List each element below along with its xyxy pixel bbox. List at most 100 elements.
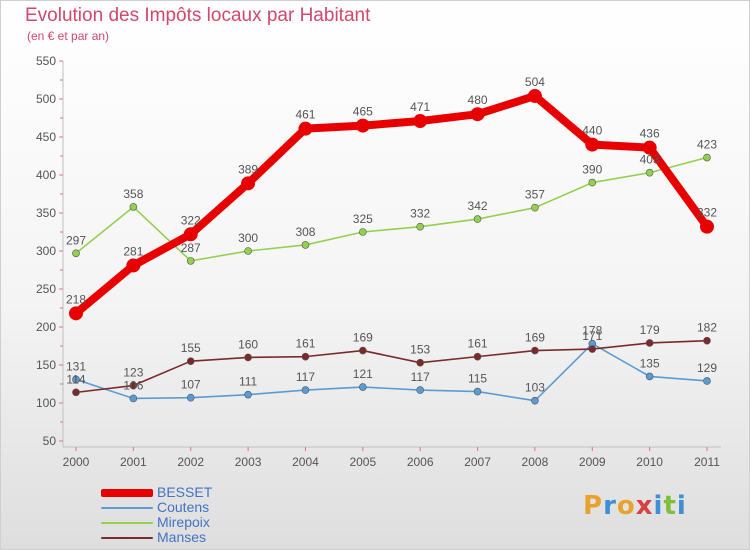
y-tick-label: 250 xyxy=(36,282,56,296)
data-point-mirepoix xyxy=(531,203,539,212)
data-point-besset xyxy=(585,137,600,152)
data-label-manses: 161 xyxy=(295,337,315,351)
data-label-mirepoix: 423 xyxy=(697,138,717,152)
logo-letter: i xyxy=(676,491,687,521)
x-tick-label: 2005 xyxy=(349,455,376,469)
data-point-mirepoix xyxy=(359,228,367,236)
data-point-manses xyxy=(703,336,711,345)
data-point-manses xyxy=(72,388,80,397)
data-label-manses: 182 xyxy=(697,321,717,335)
data-label-coutens: 117 xyxy=(411,370,430,384)
x-tick-label: 2007 xyxy=(464,455,491,469)
data-label-coutens: 135 xyxy=(640,356,660,370)
data-label-mirepoix: 297 xyxy=(66,233,86,247)
data-label-mirepoix: 287 xyxy=(181,241,201,255)
data-label-manses: 169 xyxy=(525,331,545,345)
chart-legend: BESSET Coutens Mirepoix Manses xyxy=(101,484,301,545)
data-label-manses: 171 xyxy=(582,329,602,343)
logo-letter: r xyxy=(603,491,617,521)
y-tick-label: 500 xyxy=(36,92,56,106)
data-point-besset xyxy=(642,140,657,155)
data-point-mirepoix xyxy=(588,178,597,187)
series-line-besset xyxy=(72,91,711,318)
data-point-mirepoix xyxy=(301,241,310,249)
data-label-coutens: 129 xyxy=(697,361,717,375)
data-point-mirepoix xyxy=(473,215,482,223)
x-tick-label: 2002 xyxy=(177,455,204,469)
data-point-mirepoix xyxy=(244,247,252,255)
legend-swatch xyxy=(101,537,153,539)
legend-swatch xyxy=(101,522,153,524)
data-point-coutens xyxy=(129,394,138,403)
data-label-coutens: 115 xyxy=(468,372,487,386)
y-tick-label: 200 xyxy=(36,320,56,334)
data-label-besset: 480 xyxy=(468,93,488,107)
x-tick-label: 2003 xyxy=(235,455,262,469)
data-label-mirepoix: 358 xyxy=(123,187,143,201)
data-label-besset: 281 xyxy=(123,244,143,258)
data-point-manses xyxy=(186,357,195,366)
data-point-coutens xyxy=(244,390,252,399)
logo-letter: x xyxy=(635,491,654,521)
logo-letter: o xyxy=(616,491,636,521)
data-point-manses xyxy=(129,381,138,390)
x-tick-label: 2008 xyxy=(522,455,549,469)
legend-item-manses: Manses xyxy=(101,529,301,545)
data-label-coutens: 117 xyxy=(296,370,315,384)
data-point-coutens xyxy=(301,386,310,394)
data-point-coutens xyxy=(359,383,367,391)
x-tick-label: 2011 xyxy=(694,455,720,469)
data-point-coutens xyxy=(416,386,424,394)
data-label-besset: 440 xyxy=(582,124,602,138)
data-label-mirepoix: 325 xyxy=(353,212,373,226)
proxiti-logo: Proxiti xyxy=(583,491,687,521)
data-point-manses xyxy=(301,352,310,361)
x-tick-label: 2001 xyxy=(120,455,147,469)
data-label-mirepoix: 308 xyxy=(295,225,315,239)
chart-subtitle: (en € et par an) xyxy=(27,29,110,43)
legend-label: Coutens xyxy=(157,499,210,515)
legend-label: BESSET xyxy=(157,484,213,500)
data-point-manses xyxy=(359,346,367,355)
chart-title: Evolution des Impôts locaux par Habitant xyxy=(25,5,371,26)
data-label-mirepoix: 357 xyxy=(525,188,545,202)
data-label-besset: 471 xyxy=(410,100,430,114)
x-tick-label: 2010 xyxy=(636,455,663,469)
data-label-mirepoix: 332 xyxy=(410,207,430,221)
data-point-coutens xyxy=(72,375,80,384)
data-point-manses xyxy=(531,346,539,355)
data-label-coutens: 178 xyxy=(582,324,602,338)
data-label-besset: 332 xyxy=(697,206,717,220)
data-point-mirepoix xyxy=(186,257,195,265)
data-label-manses: 179 xyxy=(640,323,660,337)
x-tick-label: 2000 xyxy=(63,455,90,469)
x-tick-label: 2009 xyxy=(579,455,606,469)
logo-letter: P xyxy=(583,491,604,521)
data-label-besset: 322 xyxy=(181,213,201,227)
data-label-besset: 436 xyxy=(640,127,660,141)
data-point-besset xyxy=(241,176,256,191)
data-label-coutens: 103 xyxy=(525,381,545,395)
data-label-manses: 153 xyxy=(410,343,430,357)
data-point-coutens xyxy=(645,372,654,381)
y-tick-label: 100 xyxy=(36,396,56,410)
legend-item-mirepoix: Mirepoix xyxy=(101,514,301,530)
y-tick-label: 450 xyxy=(36,130,56,144)
data-point-coutens xyxy=(531,396,539,405)
data-label-coutens: 131 xyxy=(66,359,86,373)
data-point-besset xyxy=(298,121,313,136)
data-point-besset xyxy=(69,306,83,321)
data-label-mirepoix: 390 xyxy=(582,163,602,177)
data-label-mirepoix: 342 xyxy=(468,199,488,213)
data-point-manses xyxy=(416,358,424,367)
logo-letter: t xyxy=(663,491,677,521)
data-label-manses: 169 xyxy=(353,331,373,345)
data-point-mirepoix xyxy=(72,249,80,258)
data-label-besset: 461 xyxy=(295,108,315,122)
data-point-mirepoix xyxy=(129,203,138,211)
data-point-manses xyxy=(244,353,252,362)
legend-swatch xyxy=(101,489,153,497)
series-line-coutens xyxy=(75,342,708,402)
